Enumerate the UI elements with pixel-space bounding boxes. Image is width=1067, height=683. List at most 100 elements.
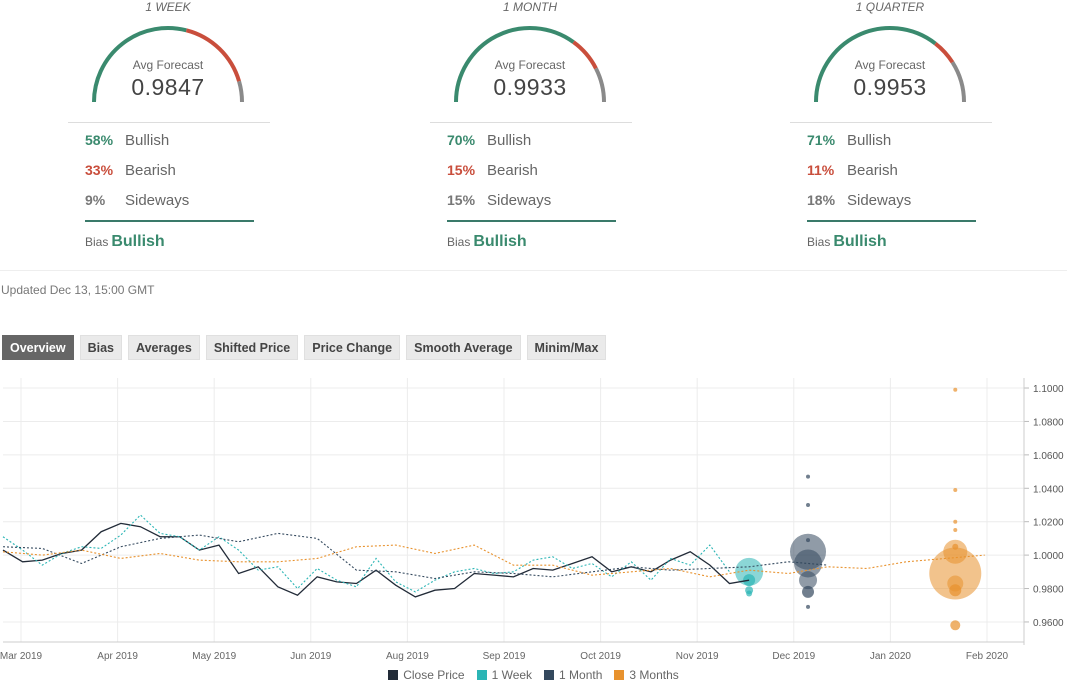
divider <box>430 122 632 123</box>
forecast-bubble <box>799 571 818 590</box>
x-tick-label: Aug 2019 <box>386 651 429 662</box>
avg-forecast-label: Avg Forecast <box>494 58 566 72</box>
forecast-bubble <box>929 547 982 600</box>
bullish-row: 58% Bullish <box>85 132 169 149</box>
bullish-row: 70% Bullish <box>447 132 531 149</box>
tab-price-change[interactable]: Price Change <box>304 335 401 360</box>
y-tick-label: 1.0800 <box>1033 417 1064 428</box>
forecast-chart: Mar 2019 Apr 2019 May 2019 Jun 2019 Aug 2019… <box>0 376 1067 666</box>
forecast-bubble <box>794 549 823 578</box>
tab-smooth-average[interactable]: Smooth Average <box>406 335 521 360</box>
bias-row: Bias Bullish <box>85 233 165 251</box>
panel-title: 1 WEEK <box>145 0 191 14</box>
y-tick-label: 1.0400 <box>1033 484 1064 495</box>
bias-label: Bias <box>447 235 471 249</box>
forecast-bubble <box>806 604 811 609</box>
sideways-row: 15% Sideways <box>447 192 551 209</box>
bias-label: Bias <box>85 235 109 249</box>
legend-item-1-week[interactable]: 1 Week <box>476 668 533 682</box>
x-tick-label: Dec 2019 <box>772 651 815 662</box>
forecast-bubble <box>735 557 764 586</box>
forecast-panel-month: 1 MONTH Avg Forecast 0.9933 70% Bullish … <box>430 0 690 270</box>
y-tick-label: 0.9800 <box>1033 585 1064 596</box>
updated-timestamp: Updated Dec 13, 15:00 GMT <box>1 283 155 297</box>
panel-title: 1 QUARTER <box>855 0 925 14</box>
forecast-bubble <box>950 620 961 631</box>
y-tick-label: 1.0200 <box>1033 518 1064 529</box>
gauge-arc-bullish <box>454 26 575 103</box>
y-tick-label: 1.0600 <box>1033 451 1064 462</box>
forecast-bubble <box>746 590 753 597</box>
tab-bias[interactable]: Bias <box>79 335 122 360</box>
divider <box>68 122 270 123</box>
bearish-label: Bearish <box>847 162 898 179</box>
legend-item-3-months[interactable]: 3 Months <box>614 668 679 682</box>
gauge <box>790 18 990 118</box>
bearish-pct: 15% <box>447 162 476 178</box>
legend-item-close-price[interactable]: Close Price <box>388 668 465 682</box>
gauge-svg <box>814 26 966 103</box>
y-tick-label: 1.0000 <box>1033 551 1064 562</box>
legend-swatch <box>614 670 625 680</box>
bullish-label: Bullish <box>847 132 892 149</box>
gauge <box>430 18 630 118</box>
legend-label: 1 Week <box>491 668 533 682</box>
gauge-arc-bullish <box>814 26 937 103</box>
forecast-bubble <box>952 543 959 550</box>
x-tick-label: Oct 2019 <box>580 651 621 662</box>
bullish-pct: 71% <box>807 132 836 148</box>
forecast-panel-quarter: 1 QUARTER Avg Forecast 0.9953 71% Bullis… <box>790 0 1050 270</box>
legend-swatch <box>476 670 487 680</box>
bias-value: Bullish <box>473 233 527 250</box>
avg-forecast-value: 0.9847 <box>131 74 205 100</box>
legend-swatch <box>544 670 555 680</box>
x-tick-label: Jun 2019 <box>290 651 332 662</box>
chart-tabs: Overview Bias Averages Shifted Price Pri… <box>2 335 607 360</box>
avg-forecast-value: 0.9953 <box>853 74 927 100</box>
section-divider <box>0 270 1067 271</box>
sideways-pct: 18% <box>807 192 836 208</box>
sideways-label: Sideways <box>125 192 190 209</box>
bullish-pct: 58% <box>85 132 114 148</box>
legend-item-1-month[interactable]: 1 Month <box>544 668 602 682</box>
gauge-arc-sideways <box>594 67 606 103</box>
sideways-label: Sideways <box>487 192 552 209</box>
legend-swatch <box>388 670 399 680</box>
tab-minim-max[interactable]: Minim/Max <box>526 335 607 360</box>
gauge-arc-bearish <box>934 41 955 64</box>
bias-value: Bullish <box>833 233 887 250</box>
gauge-svg <box>92 26 244 103</box>
bias-value: Bullish <box>111 233 165 250</box>
stats-underline <box>85 220 254 222</box>
tab-overview[interactable]: Overview <box>2 335 74 360</box>
legend-label: Close Price <box>403 668 465 682</box>
tab-shifted-price[interactable]: Shifted Price <box>205 335 299 360</box>
forecast-bubble <box>943 539 968 564</box>
forecast-bubble <box>806 474 811 479</box>
bearish-row: 33% Bearish <box>85 162 176 179</box>
x-tick-label: Nov 2019 <box>676 651 719 662</box>
tab-averages[interactable]: Averages <box>128 335 200 360</box>
legend-label: 3 Months <box>629 668 679 682</box>
x-tick-label: May 2019 <box>192 651 236 662</box>
bearish-row: 15% Bearish <box>447 162 538 179</box>
x-tick-label: Feb 2020 <box>966 651 1009 662</box>
gauge-arc-bearish <box>185 28 241 82</box>
bias-row: Bias Bullish <box>447 233 527 251</box>
bearish-label: Bearish <box>487 162 538 179</box>
forecast-bubble <box>802 585 815 598</box>
legend-label: 1 Month <box>559 668 603 682</box>
bias-row: Bias Bullish <box>807 233 887 251</box>
gauge-svg <box>454 26 606 103</box>
sideways-row: 9% Sideways <box>85 192 189 209</box>
series-line-3-months <box>2 544 985 578</box>
x-tick-label: Jan 2020 <box>870 651 912 662</box>
sideways-label: Sideways <box>847 192 912 209</box>
bearish-pct: 33% <box>85 162 114 178</box>
forecast-bubble <box>953 519 958 524</box>
gauge-arc-sideways <box>950 61 966 103</box>
sideways-pct: 15% <box>447 192 476 208</box>
sideways-row: 18% Sideways <box>807 192 911 209</box>
forecast-bubble <box>953 528 958 533</box>
series-line-1-month <box>2 532 828 580</box>
